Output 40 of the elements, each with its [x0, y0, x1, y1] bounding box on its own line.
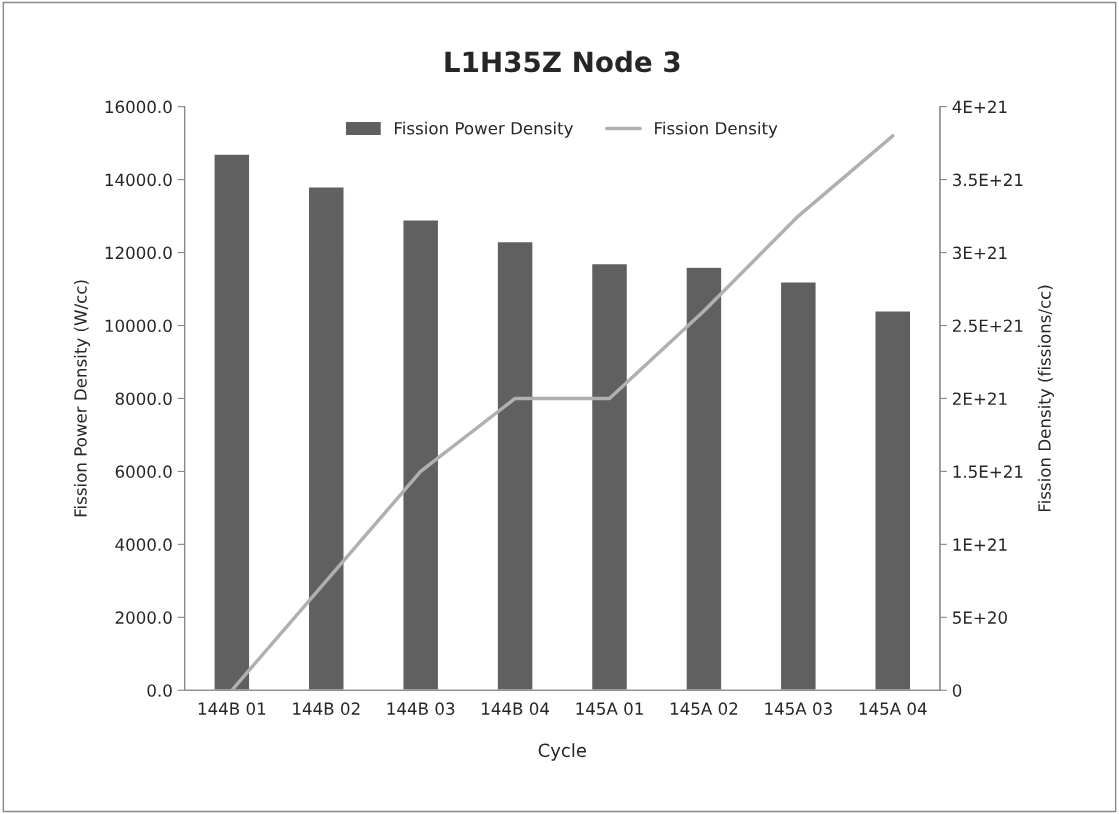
- x-tick-label: 145A 03: [765, 702, 832, 715]
- x-tick-label: 144B 01: [198, 702, 266, 715]
- y2-axis-title: Fission Density (fissions/cc): [1037, 285, 1054, 512]
- x-tick-label: 145A 01: [576, 702, 643, 715]
- y-tick-label: 2000.0: [115, 611, 172, 624]
- y2-tick-label: 3E+21: [953, 246, 1007, 260]
- x-axis-title: Cycle: [538, 743, 587, 761]
- y2-tick-label: 2.5E+21: [952, 319, 1023, 333]
- y2-tick-label: 2E+21: [952, 392, 1007, 405]
- y2-tick-label: 1E+21: [953, 538, 1007, 551]
- bar: [779, 281, 817, 691]
- y-tick-label: 10000.0: [105, 319, 172, 333]
- y-tick-label: 16000.0: [105, 100, 172, 114]
- y2-tick-label: 5E+20: [953, 611, 1007, 624]
- bar: [685, 266, 723, 691]
- y-tick-label: 6000.0: [115, 465, 172, 478]
- y-axis-title: Fission Power Density (W/cc): [73, 280, 91, 517]
- y-tick-label: 8000.0: [115, 392, 172, 406]
- y2-tick-label: 0: [952, 684, 962, 697]
- legend-label: Fission Density: [655, 121, 778, 138]
- y-tick-label: 12000.0: [105, 246, 172, 260]
- bar: [307, 186, 345, 691]
- y2-tick-label: 1.5E+21: [953, 465, 1023, 478]
- bar: [402, 219, 440, 691]
- x-tick-label: 145A 04: [859, 702, 927, 715]
- x-tick-label: 144B 03: [387, 702, 455, 715]
- y2-tick-label: 3.5E+21: [953, 173, 1023, 187]
- bar: [213, 153, 251, 691]
- y-tick-label: 4000.0: [115, 538, 172, 551]
- x-tick-label: 144B 02: [293, 702, 360, 715]
- x-tick-label: 144B 04: [482, 702, 550, 715]
- legend-label: Fission Power Density: [395, 121, 573, 138]
- y-tick-label: 0.0: [147, 684, 172, 697]
- bar: [874, 310, 912, 691]
- y2-tick-label: 4E+21: [952, 100, 1007, 113]
- x-tick-label: 145A 02: [670, 702, 738, 715]
- chart-title: L1H35Z Node 3: [445, 50, 680, 73]
- bar: [590, 262, 629, 691]
- bar: [496, 240, 534, 691]
- y-tick-label: 14000.0: [105, 173, 172, 187]
